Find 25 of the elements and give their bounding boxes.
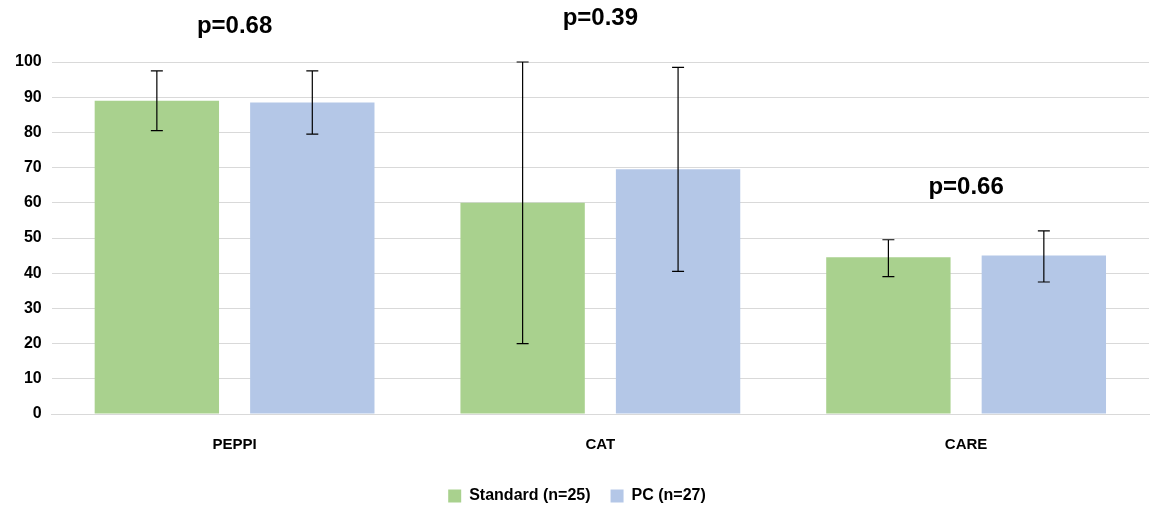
y-tick-label: 20 — [23, 334, 42, 352]
text: p=0.68 — [196, 11, 273, 39]
y-tick-label: 90 — [23, 87, 42, 105]
y-tick-label: 30 — [23, 298, 42, 316]
legend-label: Standard (n=25) — [469, 486, 591, 504]
bar — [615, 169, 741, 414]
bar — [250, 102, 375, 414]
legend-label: PC (n=27) — [631, 486, 706, 504]
x-tick-label: CAT — [585, 435, 616, 453]
x-tick-label: CARE — [944, 435, 988, 453]
y-tick-label: 80 — [23, 122, 42, 140]
y-tick-label: 50 — [23, 228, 42, 246]
x-tick-label: PEPPI — [212, 435, 257, 453]
bar — [826, 257, 951, 414]
y-tick-label: 10 — [23, 369, 42, 387]
bar — [981, 255, 1107, 414]
y-tick-label: 70 — [23, 158, 42, 176]
y-tick-label: 0 — [32, 404, 42, 422]
annotation: p=0.66 — [928, 171, 1004, 199]
bar — [460, 202, 585, 414]
y-tick-label: 40 — [23, 263, 42, 281]
text: p=0.39 — [562, 2, 639, 30]
y-tick-label: 60 — [23, 193, 42, 211]
bar — [94, 100, 220, 414]
y-tick-label: 100 — [14, 52, 42, 70]
